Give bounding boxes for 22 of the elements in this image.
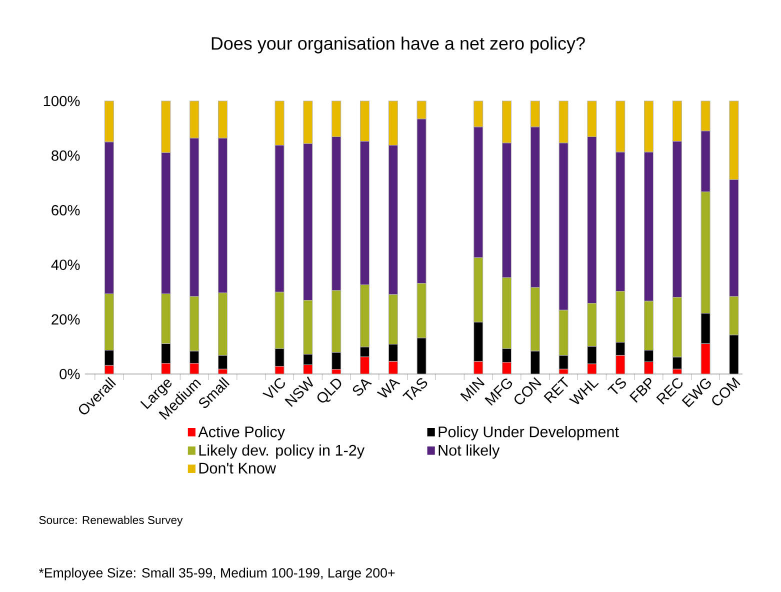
x-tick-label: TS [607,378,626,394]
x-tick-label: MIN [460,377,485,402]
legend-label: Likely dev. policy in 1-2y [199,444,365,459]
x-tick-label: WA [376,379,400,398]
legend-label: Active Policy [198,426,285,440]
legend-label: Policy Under Development [438,426,619,440]
source-note: Source: Renewables Survey [39,516,183,526]
x-tick-label: VIC [262,378,285,398]
y-tick-label: 40% [51,260,80,270]
y-tick-label: 60% [52,205,80,216]
y-tick-label: 20% [52,314,80,325]
x-tick-label: TAS [402,378,428,400]
chart-title: Does your organisation have a net zero policy? [212,36,585,54]
y-tick-label: 0% [60,368,80,380]
x-tick-label: WHL [568,380,599,404]
y-tick-label: 100% [44,96,80,106]
text: *Employee Size: Small 35-99, Medium 100-199, Large 200+ [38,568,395,580]
x-tick-label: QLD [317,378,342,403]
legend-label: Not likely [438,444,500,459]
y-tick-label: 80% [52,150,80,161]
legend-label: Don't Know [199,462,276,474]
x-tick-label: SA [352,379,372,396]
